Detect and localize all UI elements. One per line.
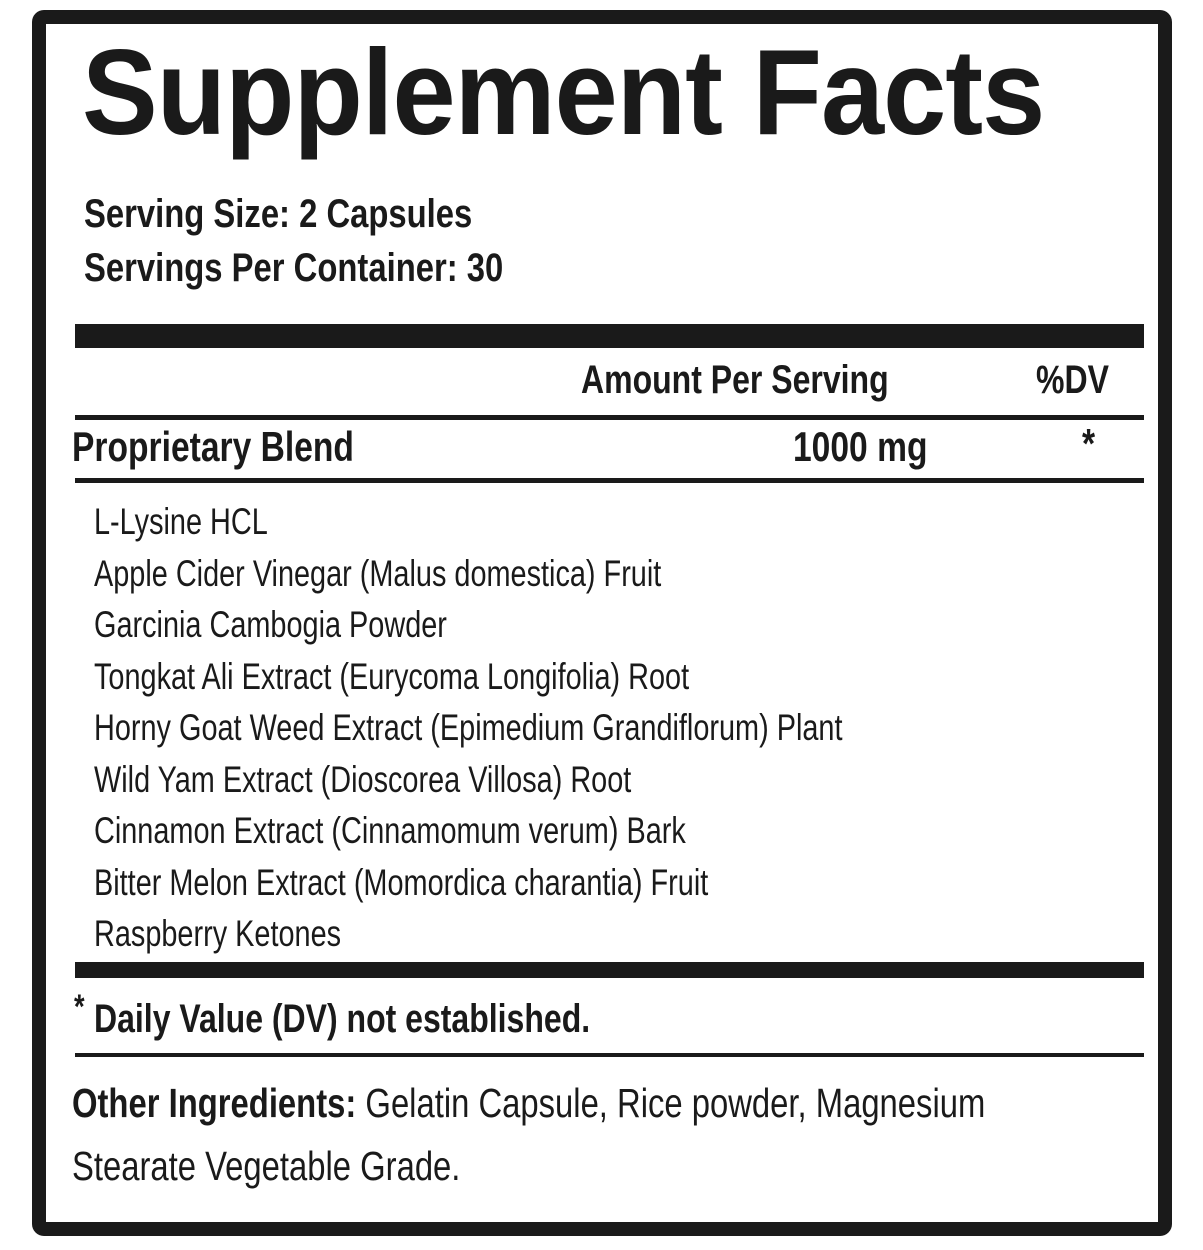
thick-divider <box>75 324 1144 348</box>
ingredient: Apple Cider Vinegar (Malus domestica) Fr… <box>94 553 662 594</box>
ingredient: Wild Yam Extract (Dioscorea Villosa) Roo… <box>94 759 632 800</box>
ingredient: Garcinia Cambogia Powder <box>94 604 447 645</box>
dv-header: %DV <box>1036 358 1109 402</box>
ingredient: Cinnamon Extract (Cinnamomum verum) Bark <box>94 810 686 851</box>
blend-name: Proprietary Blend <box>72 423 354 470</box>
amount-per-serving-header: Amount Per Serving <box>581 358 889 402</box>
footnote-mark: * <box>74 988 85 1026</box>
divider <box>75 415 1144 420</box>
divider <box>75 1053 1144 1057</box>
other-ingredients-line1: Gelatin Capsule, Rice powder, Magnesium <box>365 1080 986 1126</box>
other-ingredients-label: Other Ingredients: <box>72 1080 357 1126</box>
label-title: Supplement Facts <box>82 24 1045 160</box>
ingredient: Horny Goat Weed Extract (Epimedium Grand… <box>94 707 843 748</box>
serving-size: Serving Size: 2 Capsules <box>84 192 473 236</box>
ingredient: Tongkat Ali Extract (Eurycoma Longifolia… <box>94 656 690 697</box>
blend-dv: * <box>1082 420 1096 467</box>
servings-per-container: Servings Per Container: 30 <box>84 246 504 290</box>
thick-divider <box>75 962 1144 978</box>
other-ingredients: Other Ingredients: Gelatin Capsule, Rice… <box>72 1080 985 1127</box>
label-border <box>32 10 1172 1236</box>
divider <box>75 478 1144 483</box>
ingredient: Bitter Melon Extract (Momordica charanti… <box>94 862 709 903</box>
other-ingredients-line2: Stearate Vegetable Grade. <box>72 1143 461 1189</box>
footnote-text: Daily Value (DV) not established. <box>94 997 591 1041</box>
ingredient: Raspberry Ketones <box>94 913 342 954</box>
ingredient: L-Lysine HCL <box>94 501 268 542</box>
blend-amount: 1000 mg <box>793 423 928 470</box>
